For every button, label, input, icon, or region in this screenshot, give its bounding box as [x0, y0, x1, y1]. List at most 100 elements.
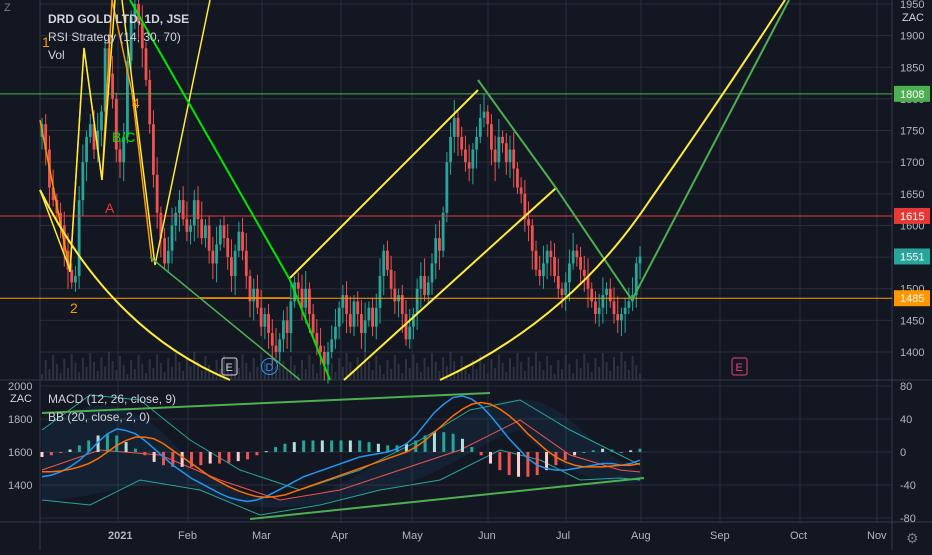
- legend-volume[interactable]: Vol: [48, 48, 65, 62]
- volume-bar: [89, 353, 92, 380]
- volume-bar: [449, 352, 452, 380]
- volume-bar: [639, 374, 641, 380]
- candle-body: [170, 225, 174, 251]
- volume-bar: [156, 354, 159, 380]
- volume-bar: [338, 358, 341, 380]
- candle-body: [289, 301, 293, 334]
- candle-body: [363, 320, 367, 334]
- lower-trend-lower: [249, 477, 645, 520]
- macd-histogram-bar: [629, 450, 633, 452]
- volume-bar: [579, 368, 582, 380]
- volume-bar: [620, 352, 623, 380]
- candle-body: [475, 136, 478, 150]
- candle-body: [244, 250, 248, 277]
- macd-histogram-bar: [460, 438, 464, 452]
- trend-green-mid: [477, 79, 633, 301]
- candle-body: [233, 250, 237, 277]
- volume-bar: [590, 372, 593, 380]
- candle-body: [627, 301, 631, 308]
- time-tick-label: Mar: [252, 530, 271, 542]
- macd-histogram-bar: [40, 452, 44, 457]
- event-marker-circle[interactable]: [261, 358, 278, 375]
- candle-body: [207, 225, 211, 251]
- macd-histogram-bar: [554, 452, 558, 466]
- price-tick-label: 1400: [900, 347, 924, 359]
- candle-body: [215, 244, 218, 264]
- candle-body: [490, 124, 493, 150]
- legend-macd[interactable]: MACD (12, 26, close, 9): [48, 392, 177, 406]
- symbol-title[interactable]: DRD GOLD LTD, 1D, JSE: [48, 12, 190, 26]
- macd-histogram-bar: [339, 440, 343, 452]
- volume-bar: [457, 370, 459, 380]
- candle-body: [152, 124, 155, 175]
- settings-gear-icon[interactable]: ⚙: [906, 530, 919, 546]
- legend-bollinger-bands[interactable]: BB (20, close, 2, 0): [48, 410, 151, 424]
- volume-bar: [538, 361, 541, 380]
- candle-body: [601, 295, 605, 308]
- candle-body: [196, 200, 200, 220]
- wave-label-B/C: B/C: [112, 129, 135, 145]
- candle-body: [530, 225, 534, 251]
- price-tick-label: 1900: [900, 31, 924, 43]
- candle-body: [144, 48, 148, 80]
- lower-trend-upper: [41, 392, 491, 414]
- volume-bar: [542, 370, 545, 380]
- candle-body: [140, 22, 144, 49]
- volume-bar: [126, 374, 129, 380]
- volume-bar: [367, 361, 370, 380]
- candle-body: [59, 212, 62, 226]
- candle-body: [270, 333, 274, 346]
- volume-bar: [431, 353, 433, 380]
- elliott-wave-orange-2: [111, 0, 153, 263]
- bb-fill: [42, 399, 640, 508]
- event-marker-box[interactable]: [731, 357, 748, 376]
- macd-histogram-bar: [601, 448, 605, 452]
- macd-histogram-bar: [190, 452, 193, 467]
- macd-histogram-bar: [208, 452, 212, 464]
- volume-bar: [197, 361, 199, 380]
- price-label-badge: [894, 207, 930, 224]
- volume-bar: [263, 362, 266, 380]
- candle-body: [360, 314, 363, 334]
- volume-bar: [371, 370, 374, 380]
- event-marker-box[interactable]: [221, 357, 238, 376]
- candle-body: [441, 212, 445, 251]
- volume-bar: [349, 362, 352, 380]
- candle-body: [516, 168, 519, 188]
- candle-body: [163, 238, 166, 264]
- macd-histogram-bar: [218, 452, 222, 464]
- time-tick-label: Oct: [790, 530, 807, 542]
- volume-bar: [445, 366, 448, 380]
- candle-body: [274, 345, 278, 352]
- candle-body: [345, 295, 348, 315]
- macd-histogram-bar: [96, 435, 100, 452]
- volume-bar: [442, 357, 445, 380]
- volume-bar: [453, 361, 456, 380]
- time-tick-label: May: [402, 530, 423, 542]
- candle-body: [594, 301, 597, 315]
- volume-bar: [468, 374, 471, 380]
- candle-body: [545, 250, 549, 264]
- volume-bar: [334, 372, 337, 380]
- macd-histogram-bar: [563, 452, 567, 461]
- macd-histogram-bar: [619, 452, 623, 453]
- candle-body: [508, 149, 512, 163]
- volume-bar: [390, 369, 393, 380]
- volume-bar: [289, 356, 292, 380]
- candle-body: [452, 117, 456, 137]
- macd-histogram-bar: [507, 452, 511, 476]
- volume-bar: [271, 357, 274, 380]
- bb-tick-label: 1400: [8, 480, 32, 492]
- volume-bar: [509, 358, 511, 380]
- time-tick-label: Jun: [478, 530, 496, 542]
- candle-body: [155, 174, 159, 213]
- volume-bar: [516, 353, 519, 380]
- candle-body: [419, 276, 423, 289]
- legend-rsi-strategy[interactable]: RSI Strategy (14, 30, 70): [48, 30, 181, 44]
- price-label-badge: [894, 248, 930, 265]
- price-scale-lock-icon[interactable]: Z: [4, 2, 11, 14]
- macd-histogram-bar: [246, 452, 250, 460]
- volume-bar: [301, 360, 303, 380]
- candle-body: [412, 314, 415, 327]
- volume-bar: [553, 374, 556, 380]
